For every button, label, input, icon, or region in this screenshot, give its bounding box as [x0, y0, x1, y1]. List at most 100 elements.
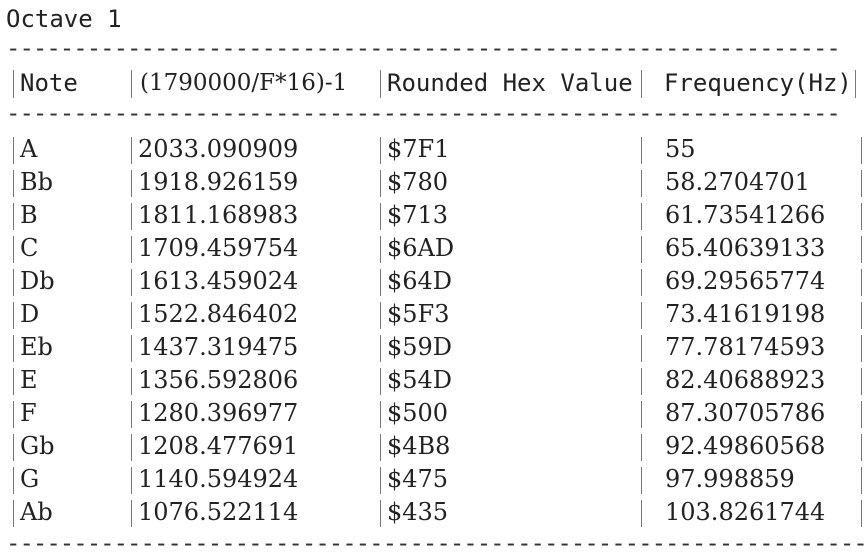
table-row: Ab 1076.522114 $435 103.8261744 — [0, 497, 868, 530]
column-separator — [380, 335, 381, 362]
calc-cell: 1709.459754 — [138, 234, 299, 262]
note-cell: F — [20, 399, 37, 427]
bottom-divider: ----------------------------------------… — [6, 536, 868, 550]
column-separator — [131, 170, 132, 197]
column-separator — [131, 236, 132, 263]
column-separator — [641, 203, 642, 230]
hex-cell: $500 — [387, 399, 449, 427]
note-cell: Bb — [20, 168, 53, 196]
column-separator — [861, 302, 862, 329]
column-separator — [641, 170, 642, 197]
table-row: Eb 1437.319475 $59D 77.78174593 — [0, 332, 868, 365]
column-separator — [641, 500, 642, 527]
table-row: E 1356.592806 $54D 82.40688923 — [0, 365, 868, 398]
frequency-cell: 55 — [665, 135, 696, 163]
table-row: D 1522.846402 $5F3 73.41619198 — [0, 299, 868, 332]
column-separator — [131, 269, 132, 296]
hex-cell: $54D — [387, 366, 453, 394]
calc-cell: 1140.594924 — [138, 465, 299, 493]
column-separator — [641, 434, 642, 461]
table-row: Db 1613.459024 $64D 69.29565774 — [0, 266, 868, 299]
table-row: A 2033.090909 $7F1 55 — [0, 134, 868, 167]
column-separator — [855, 70, 856, 98]
column-separator — [13, 170, 14, 197]
column-separator — [131, 368, 132, 395]
hex-cell: $435 — [387, 498, 449, 526]
column-separator — [861, 335, 862, 362]
column-separator — [380, 500, 381, 527]
note-cell: Db — [20, 267, 55, 295]
column-separator — [861, 434, 862, 461]
column-separator — [13, 269, 14, 296]
frequency-cell: 61.73541266 — [665, 201, 826, 229]
column-separator — [13, 467, 14, 494]
column-separator — [131, 500, 132, 527]
calc-cell: 1280.396977 — [138, 399, 299, 427]
column-separator — [380, 170, 381, 197]
column-separator — [641, 401, 642, 428]
column-separator — [131, 401, 132, 428]
note-cell: E — [20, 366, 38, 394]
top-divider: ----------------------------------------… — [6, 41, 839, 55]
header-frequency: Frequency(Hz) — [664, 69, 852, 97]
note-cell: Ab — [20, 498, 53, 526]
frequency-cell: 65.40639133 — [665, 234, 826, 262]
column-separator — [13, 203, 14, 230]
hex-cell: $4B8 — [387, 432, 451, 460]
column-separator — [13, 500, 14, 527]
column-separator — [380, 434, 381, 461]
frequency-cell: 97.998859 — [665, 465, 795, 493]
note-cell: Gb — [20, 432, 55, 460]
column-separator — [13, 401, 14, 428]
header-note: Note — [20, 69, 78, 97]
hex-cell: $475 — [387, 465, 449, 493]
frequency-cell: 58.2704701 — [665, 168, 811, 196]
column-separator — [380, 368, 381, 395]
column-separator — [380, 269, 381, 296]
calc-cell: 1356.592806 — [138, 366, 299, 394]
column-separator — [861, 500, 862, 527]
column-separator — [131, 70, 132, 98]
column-separator — [13, 137, 14, 164]
header-hex: Rounded Hex Value — [387, 69, 633, 97]
calc-cell: 1076.522114 — [138, 498, 299, 526]
calc-cell: 1208.477691 — [138, 432, 299, 460]
column-separator — [131, 137, 132, 164]
table-row: Gb 1208.477691 $4B8 92.49860568 — [0, 431, 868, 464]
column-separator — [13, 368, 14, 395]
octave-title: Octave 1 — [6, 5, 122, 33]
column-separator — [380, 467, 381, 494]
column-separator — [131, 467, 132, 494]
frequency-cell: 73.41619198 — [665, 300, 826, 328]
calc-cell: 2033.090909 — [138, 135, 299, 163]
note-cell: A — [20, 135, 38, 163]
column-separator — [641, 236, 642, 263]
column-separator — [380, 401, 381, 428]
note-cell: D — [20, 300, 40, 328]
note-cell: Eb — [20, 333, 53, 361]
table-row: C 1709.459754 $6AD 65.40639133 — [0, 233, 868, 266]
column-separator — [131, 335, 132, 362]
column-separator — [861, 203, 862, 230]
column-separator — [380, 203, 381, 230]
frequency-cell: 87.30705786 — [665, 399, 826, 427]
column-separator — [131, 434, 132, 461]
column-separator — [641, 70, 642, 98]
column-separator — [861, 467, 862, 494]
column-separator — [861, 236, 862, 263]
header-calc: (1790000/F*16)-1 — [140, 70, 348, 96]
column-separator — [641, 302, 642, 329]
note-cell: B — [20, 201, 38, 229]
column-separator — [641, 368, 642, 395]
frequency-cell: 82.40688923 — [665, 366, 826, 394]
table-row: G 1140.594924 $475 97.998859 — [0, 464, 868, 497]
column-separator — [641, 335, 642, 362]
column-separator — [380, 236, 381, 263]
column-separator — [641, 467, 642, 494]
calc-cell: 1811.168983 — [138, 201, 299, 229]
hex-cell: $7F1 — [387, 135, 450, 163]
column-separator — [380, 302, 381, 329]
frequency-cell: 69.29565774 — [665, 267, 826, 295]
hex-cell: $5F3 — [387, 300, 450, 328]
table-row: F 1280.396977 $500 87.30705786 — [0, 398, 868, 431]
